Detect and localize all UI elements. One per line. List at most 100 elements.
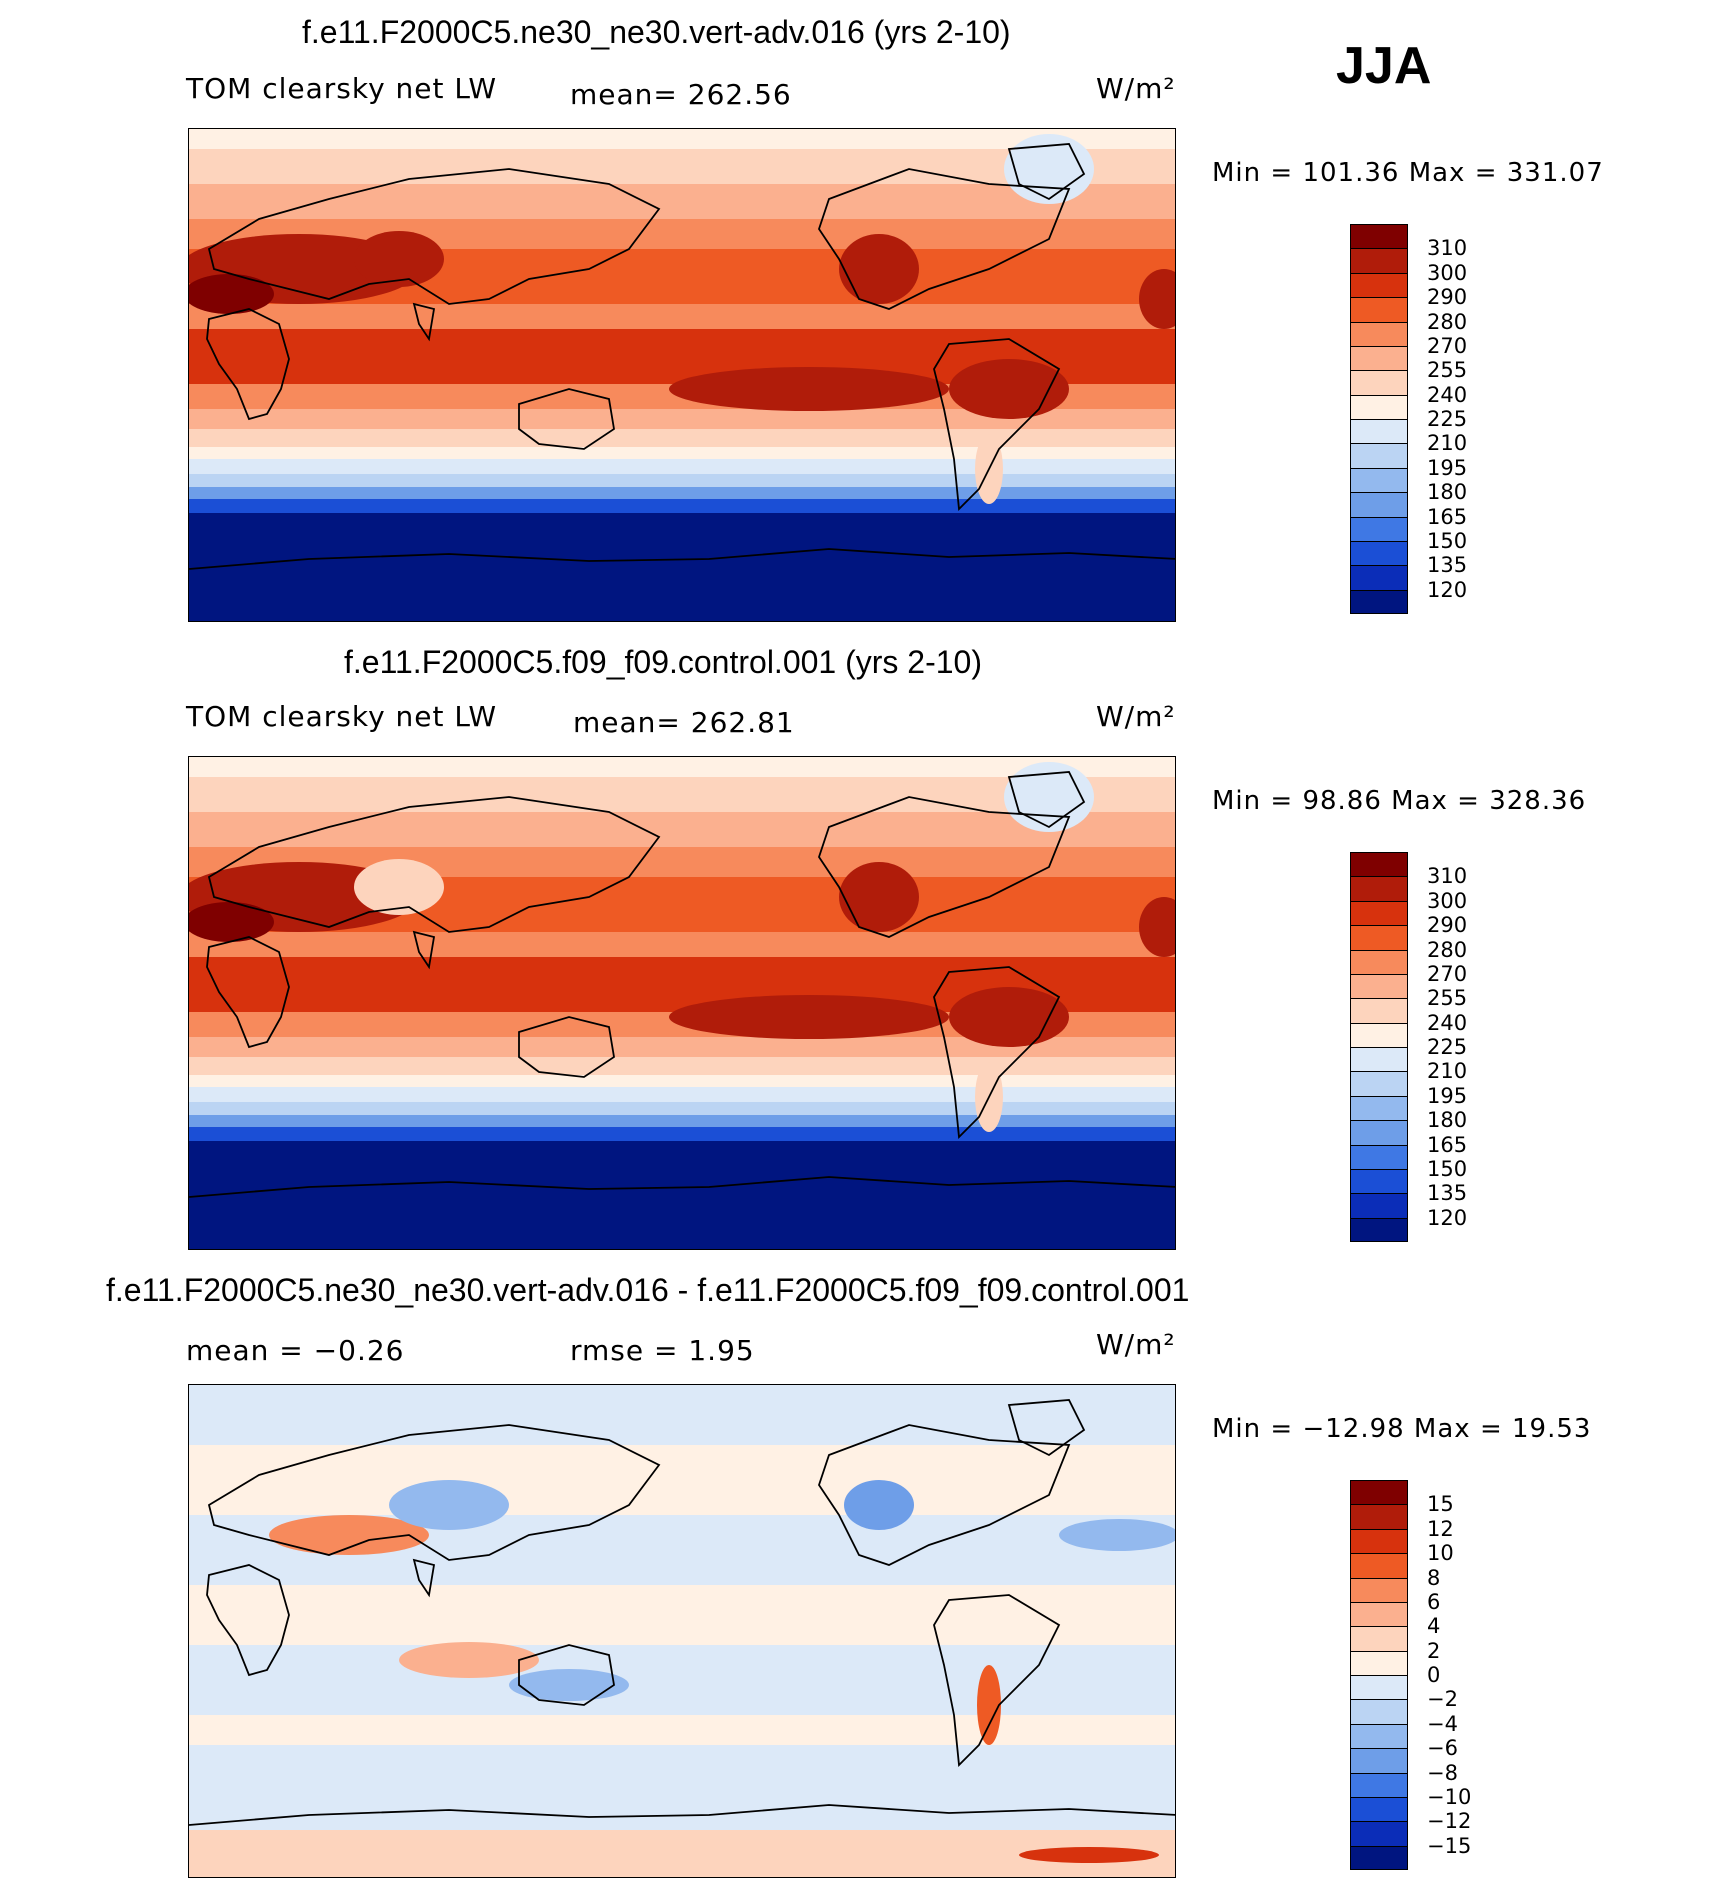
- coastline: [189, 548, 1175, 570]
- map-band: [189, 1102, 1175, 1115]
- colorbar-tick-label: 310: [1427, 236, 1468, 261]
- colorbar-tick-label: 0: [1427, 1663, 1441, 1687]
- map-band: [189, 757, 1175, 777]
- coastline: [933, 966, 1061, 1139]
- colorbar-swatch: [1351, 444, 1407, 469]
- map-band: [189, 129, 1175, 149]
- map-blob: [509, 1669, 629, 1701]
- colorbar-tick-label: 120: [1427, 1205, 1468, 1230]
- coastline: [207, 796, 661, 933]
- coastline: [818, 1424, 1071, 1566]
- colorbar-swatch: [1351, 468, 1407, 494]
- map-band: [189, 812, 1175, 847]
- map-band: [189, 1127, 1175, 1141]
- colorbar-tick-label: 165: [1427, 504, 1468, 529]
- panel-1-map: [188, 128, 1176, 622]
- colorbar-swatch: [1351, 1822, 1407, 1847]
- colorbar-swatch: [1351, 1218, 1407, 1241]
- colorbar-swatch: [1351, 1797, 1407, 1823]
- season-label: JJA: [1336, 37, 1432, 95]
- colorbar-tick-label: 240: [1427, 382, 1468, 407]
- colorbar-tick-label: 255: [1427, 986, 1468, 1011]
- panel-2-mean-label: mean= 262.81: [573, 706, 795, 739]
- colorbar-tick-label: 300: [1427, 888, 1468, 913]
- colorbar-tick-label: 240: [1427, 1010, 1468, 1035]
- colorbar-tick-label: 280: [1427, 309, 1468, 334]
- coastline: [412, 1558, 436, 1598]
- map-band: [189, 513, 1175, 621]
- coastline: [518, 388, 615, 450]
- panel-1-units: W/m²: [1096, 72, 1176, 105]
- map-blob: [189, 274, 274, 314]
- colorbar-swatch: [1351, 1145, 1407, 1170]
- map-band: [189, 487, 1175, 499]
- map-blob: [669, 995, 949, 1039]
- colorbar-tick-label: 210: [1427, 431, 1468, 456]
- colorbar-tick-label: 270: [1427, 961, 1468, 986]
- colorbar-tick-label: 280: [1427, 937, 1468, 962]
- map-blob: [977, 1665, 1001, 1745]
- panel-3-title: f.e11.F2000C5.ne30_ne30.vert-adv.016 - f…: [106, 1272, 1190, 1308]
- colorbar-tick-label: 310: [1427, 864, 1468, 889]
- colorbar-swatch: [1351, 1651, 1407, 1676]
- colorbar-swatch: [1351, 974, 1407, 1000]
- panel-3-map: [188, 1384, 1176, 1878]
- panel-1-minmax: Min = 101.36 Max = 331.07: [1212, 158, 1604, 188]
- map-blob: [389, 1480, 509, 1530]
- colorbar-tick-label: 180: [1427, 480, 1468, 505]
- colorbar-swatch: [1351, 1554, 1407, 1579]
- map-blob: [949, 359, 1069, 419]
- colorbar-swatch: [1351, 1529, 1407, 1555]
- coastline: [207, 168, 661, 305]
- map-band: [189, 429, 1175, 447]
- coastline: [1007, 1399, 1086, 1457]
- colorbar-swatch: [1351, 1724, 1407, 1750]
- colorbar-swatch: [1351, 517, 1407, 542]
- colorbar-swatch: [1351, 1676, 1407, 1701]
- colorbar-swatch: [1351, 950, 1407, 975]
- panel-3-units: W/m²: [1096, 1328, 1176, 1361]
- colorbar-tick-label: 180: [1427, 1108, 1468, 1133]
- colorbar-swatch: [1351, 371, 1407, 396]
- colorbar-swatch: [1351, 901, 1407, 927]
- colorbar-swatch: [1351, 1169, 1407, 1195]
- colorbar-tick-label: 195: [1427, 1083, 1468, 1108]
- colorbar-swatch: [1351, 877, 1407, 902]
- colorbar-swatch: [1351, 273, 1407, 299]
- colorbar-swatch: [1351, 1072, 1407, 1097]
- coastline: [933, 338, 1061, 511]
- map-band: [189, 184, 1175, 219]
- map-band: [189, 1087, 1175, 1102]
- colorbar-swatch: [1351, 1505, 1407, 1530]
- colorbar-swatch: [1351, 1121, 1407, 1146]
- coastline: [1007, 143, 1086, 201]
- map-blob: [839, 234, 919, 304]
- colorbar-swatch: [1351, 249, 1407, 274]
- colorbar-tick-label: −12: [1427, 1809, 1472, 1834]
- colorbar-tick-label: 6: [1427, 1589, 1441, 1614]
- colorbar-tick-label: −10: [1427, 1784, 1472, 1809]
- panel-2-map: [188, 756, 1176, 1250]
- colorbar-tick-label: 255: [1427, 358, 1468, 383]
- colorbar-swatch: [1351, 1578, 1407, 1603]
- colorbar-tick-label: 210: [1427, 1059, 1468, 1084]
- colorbar-tick-label: −8: [1427, 1760, 1458, 1785]
- colorbar-tick-label: 290: [1427, 913, 1468, 938]
- map-band: [189, 1037, 1175, 1057]
- map-blob: [189, 1830, 1175, 1877]
- map-blob: [354, 859, 444, 915]
- map-blob: [949, 987, 1069, 1047]
- colorbar-tick-label: 290: [1427, 285, 1468, 310]
- colorbar-tick-label: −15: [1427, 1833, 1472, 1858]
- map-blob: [844, 1480, 914, 1530]
- map-blob: [1139, 897, 1175, 957]
- colorbar-swatch: [1351, 420, 1407, 445]
- colorbar-tick-label: 225: [1427, 407, 1468, 431]
- map-band: [189, 1141, 1175, 1249]
- colorbar-swatch: [1351, 346, 1407, 372]
- map-blob: [189, 902, 274, 942]
- colorbar-tick-label: 150: [1427, 528, 1468, 553]
- map-blob: [1059, 1519, 1175, 1551]
- colorbar-tick-label: 15: [1427, 1492, 1454, 1517]
- panel-1-colorbar: [1350, 224, 1408, 614]
